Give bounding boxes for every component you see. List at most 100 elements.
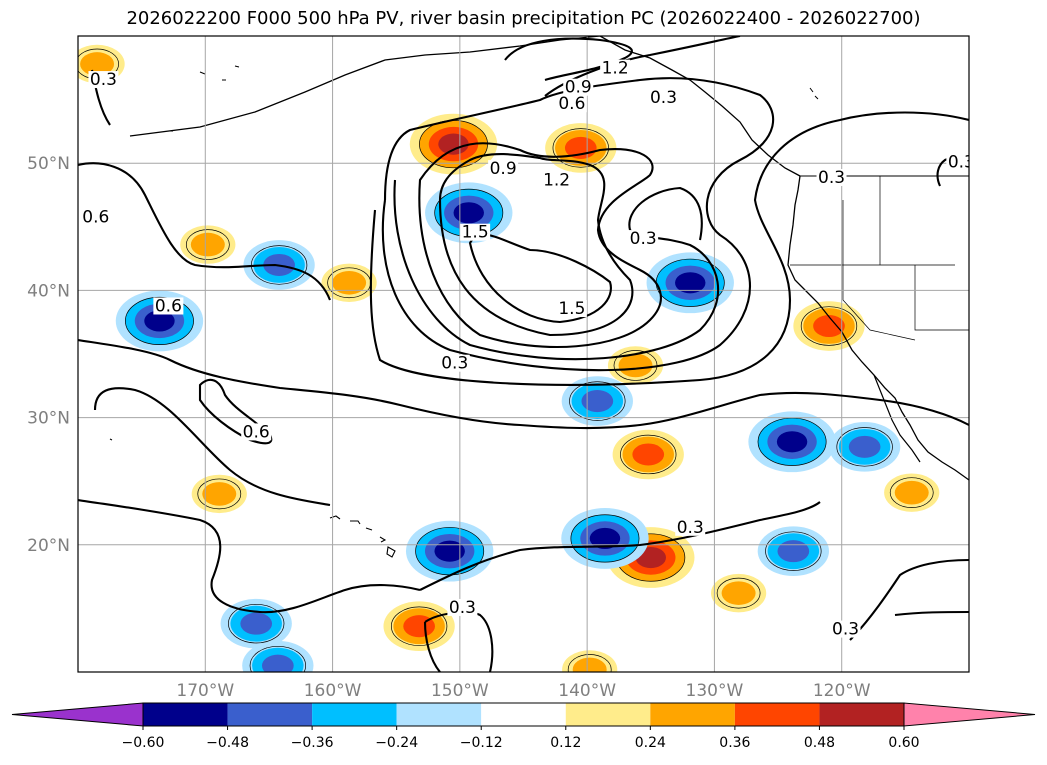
pv-contour-0.9 bbox=[418, 142, 662, 348]
pv-contour-0.3-south2 bbox=[423, 621, 441, 672]
contour-label-bg bbox=[675, 518, 706, 536]
colorbar-frame bbox=[142, 702, 905, 727]
contour-labels: 0.31.20.90.6 0.30.30.30.91.20.61.5 0.30.6 1… bbox=[80, 59, 975, 640]
precip-negative-level bbox=[453, 202, 484, 224]
lon-tick-label: 150°W bbox=[431, 681, 489, 701]
contour-label-bg bbox=[153, 297, 184, 315]
colorbar: −0.60 −0.48 −0.36 −0.24 −0.12 0.12 0.24 0.36 0.4… bbox=[11, 702, 1036, 751]
contour-label: 0.3 bbox=[90, 70, 117, 90]
precip-positive-level bbox=[894, 480, 929, 505]
pv-contour-0.3-se2 bbox=[894, 610, 969, 617]
lat-tick-label: 30°N bbox=[27, 409, 70, 429]
contour-label: 1.2 bbox=[602, 59, 629, 79]
precip-negative-level bbox=[675, 272, 706, 294]
colorbar-bin bbox=[143, 703, 228, 726]
precip-negative-level bbox=[434, 540, 465, 562]
pv-contour-0.3-low2 bbox=[419, 501, 821, 591]
precip-outline bbox=[620, 434, 677, 475]
precip-positive-level bbox=[572, 657, 607, 672]
contour-label-bg bbox=[80, 208, 111, 226]
contour-label-bg bbox=[816, 169, 847, 187]
colorbar-bin bbox=[650, 703, 735, 726]
colorbar-tick-label: −0.36 bbox=[291, 735, 334, 751]
precip-outline bbox=[552, 128, 609, 168]
lat-tick-label: 20°N bbox=[27, 536, 70, 556]
contour-label-bg bbox=[556, 300, 587, 318]
colorbar-tick-label: −0.60 bbox=[122, 735, 165, 751]
pv-contour-top-1 bbox=[504, 37, 633, 81]
contour-label: 1.2 bbox=[543, 171, 570, 191]
colorbar-tick-label: −0.48 bbox=[206, 735, 249, 751]
contour-label: 0.3 bbox=[441, 354, 468, 374]
contour-label: 0.3 bbox=[948, 153, 975, 173]
contour-label-bg bbox=[439, 354, 470, 372]
pv-contour-0.3a bbox=[369, 111, 969, 386]
colorbar-tick-label: −0.12 bbox=[460, 735, 503, 751]
contour-label: 0.9 bbox=[565, 78, 592, 98]
contour-label-bg bbox=[88, 71, 119, 89]
colorbar-bin bbox=[481, 703, 566, 726]
colorbar-bin bbox=[734, 703, 820, 726]
coastlines bbox=[109, 36, 969, 558]
precip-outline bbox=[800, 306, 858, 346]
pv-contour-0.3-south bbox=[424, 611, 494, 672]
contour-label: 0.6 bbox=[558, 94, 585, 114]
precip-outline bbox=[250, 245, 308, 285]
contour-label: 0.3 bbox=[832, 620, 859, 640]
colorbar-tick-label: 0.12 bbox=[550, 735, 581, 751]
contour-label: 1.5 bbox=[462, 223, 489, 243]
colorbar-over-arrow bbox=[903, 702, 1036, 727]
precip-negative-level bbox=[589, 527, 621, 550]
precip-outline bbox=[228, 603, 285, 644]
lon-tick-label: 140°W bbox=[558, 681, 616, 701]
lon-tick-label: 130°W bbox=[686, 681, 744, 701]
precip-outline bbox=[249, 645, 306, 672]
precip-positive-level bbox=[190, 232, 225, 257]
colorbar-bin bbox=[312, 703, 397, 726]
colorbar-tick-label: 0.36 bbox=[719, 735, 750, 751]
contour-label-bg bbox=[600, 59, 631, 77]
contour-label-bg bbox=[447, 598, 478, 616]
contour-label-bg bbox=[541, 171, 572, 189]
axis-tick-labels: 170°W 160°W 150°W 140°W 130°W 120°W 20°N 30°N 40… bbox=[27, 154, 871, 701]
contour-label-bg bbox=[648, 88, 679, 106]
contour-label: 0.6 bbox=[243, 422, 270, 442]
baja-coast bbox=[873, 374, 921, 463]
contour-label-bg bbox=[556, 95, 587, 113]
precip-positive-level bbox=[618, 353, 653, 378]
lat-tick-label: 40°N bbox=[27, 281, 70, 301]
lon-tick-label: 160°W bbox=[304, 681, 362, 701]
precip-negative-level bbox=[261, 654, 294, 672]
contour-label-bg bbox=[241, 423, 272, 441]
contour-label-bg bbox=[830, 620, 861, 638]
colorbar-bin bbox=[819, 703, 904, 726]
precip-outline bbox=[185, 229, 230, 260]
pv-contour-1.5 bbox=[468, 233, 612, 324]
hawaii-islands bbox=[329, 515, 396, 558]
contour-label-bg bbox=[946, 153, 969, 171]
precip-outline bbox=[570, 514, 640, 563]
precip-outline bbox=[125, 296, 194, 345]
precip-outline bbox=[836, 427, 893, 467]
pv-contours bbox=[78, 36, 969, 672]
contour-label: 0.3 bbox=[650, 88, 677, 108]
small-islands bbox=[109, 65, 819, 441]
map-frame bbox=[77, 35, 970, 673]
contour-label: 1.5 bbox=[558, 299, 585, 319]
contour-label: 0.3 bbox=[818, 168, 845, 188]
precip-positive-level bbox=[632, 443, 665, 466]
pv-contour-0.3-low bbox=[78, 498, 421, 614]
contour-label: 0.6 bbox=[155, 296, 182, 316]
colorbar-tick-label: 0.24 bbox=[635, 735, 666, 751]
precip-positive-level bbox=[438, 133, 469, 155]
pv-contour-0.3-se bbox=[849, 558, 969, 641]
gridlines bbox=[78, 36, 969, 672]
precip-negative-level bbox=[144, 310, 175, 332]
contour-label: 0.3 bbox=[630, 229, 657, 249]
precip-negative-level bbox=[581, 390, 614, 413]
colorbar-tick-label: 0.48 bbox=[804, 735, 835, 751]
contour-label-bg bbox=[460, 223, 491, 241]
contour-label: 0.9 bbox=[490, 159, 517, 179]
precip-outline bbox=[716, 577, 761, 609]
colorbar-bin bbox=[565, 703, 651, 726]
